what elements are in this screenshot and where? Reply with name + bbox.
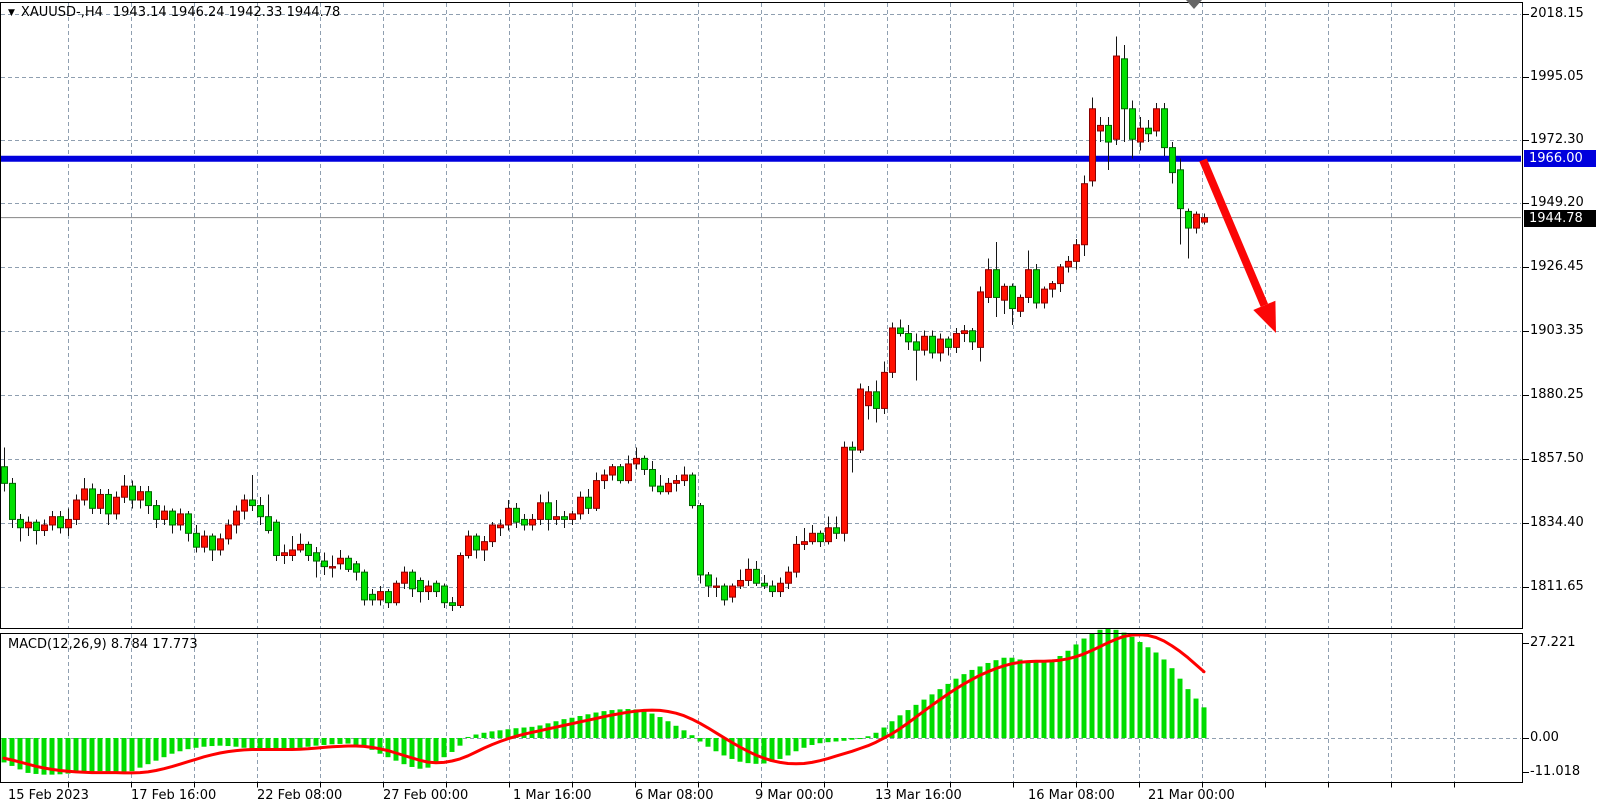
gridlines [1,3,1521,782]
price-axis-label: 1995.05 [1530,69,1584,84]
candles-layer [1,36,1208,612]
time-axis-label: 9 Mar 00:00 [755,788,834,803]
price-axis-label: 1857.50 [1530,451,1584,466]
symbol-dropdown-icon[interactable]: ▼ [8,8,15,18]
indicator-axis-label: -11.018 [1530,764,1581,779]
price-axis-label: 2018.15 [1530,6,1584,21]
time-axis-label: 13 Mar 16:00 [875,788,962,803]
time-axis-label: 16 Mar 08:00 [1028,788,1115,803]
trend-arrow[interactable] [1199,158,1276,333]
time-axis-label: 15 Feb 2023 [8,788,89,803]
time-axis-label: 27 Feb 00:00 [383,788,469,803]
ohlc-values-label: 1943.14 1946.24 1942.33 1944.78 [112,5,341,20]
price-level-badge: 1966.00 [1524,150,1596,167]
price-axis-label: 1926.45 [1530,259,1584,274]
symbol-period-label: XAUUSD-,H4 [20,5,103,20]
price-axis-label: 1811.65 [1530,579,1584,594]
indicator-axis-label: 27.221 [1530,635,1576,650]
time-axis-label: 6 Mar 08:00 [635,788,714,803]
current-price-badge: 1944.78 [1524,210,1596,227]
time-axis-label: 1 Mar 16:00 [513,788,592,803]
chart-borders [0,2,1523,783]
time-axis-label: 22 Feb 08:00 [257,788,343,803]
price-axis-label: 1834.40 [1530,515,1584,530]
price-axis-label: 1949.20 [1530,195,1584,210]
time-axis-label: 17 Feb 16:00 [131,788,217,803]
indicator-axis-label: 0.00 [1530,730,1559,745]
time-axis-label: 21 Mar 00:00 [1148,788,1235,803]
chart-title: ▼ XAUUSD-,H4 1943.14 1946.24 1942.33 1944.… [8,5,340,21]
macd-signal-line [2,633,1206,775]
price-axis-label: 1880.25 [1530,387,1584,402]
price-axis-label: 1903.35 [1530,323,1584,338]
indicator-label: MACD(12,26,9) 8.784 17.773 [8,637,198,652]
chart-shift-marker-icon[interactable] [1186,0,1202,9]
price-axis-label: 1972.30 [1530,132,1584,147]
axis-ticks [68,14,1529,788]
